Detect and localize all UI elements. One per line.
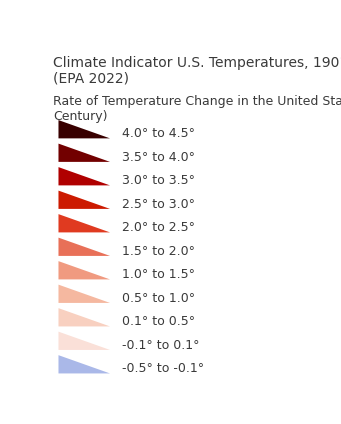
Polygon shape (59, 214, 110, 232)
Text: -0.1° to 0.1°: -0.1° to 0.1° (122, 339, 199, 352)
Polygon shape (59, 332, 110, 350)
Polygon shape (59, 144, 110, 162)
Polygon shape (59, 191, 110, 209)
Polygon shape (59, 261, 110, 279)
Text: Climate Indicator U.S. Temperatures, 1901–2021
(EPA 2022): Climate Indicator U.S. Temperatures, 190… (53, 56, 341, 86)
Text: -0.5° to -0.1°: -0.5° to -0.1° (122, 363, 204, 375)
Polygon shape (59, 120, 110, 138)
Text: Rate of Temperature Change in the United States (°F /
Century): Rate of Temperature Change in the United… (53, 95, 341, 123)
Text: 3.0° to 3.5°: 3.0° to 3.5° (122, 174, 195, 187)
Polygon shape (59, 237, 110, 256)
Text: 2.5° to 3.0°: 2.5° to 3.0° (122, 198, 195, 211)
Text: 0.1° to 0.5°: 0.1° to 0.5° (122, 315, 195, 328)
Text: 3.5° to 4.0°: 3.5° to 4.0° (122, 151, 195, 164)
Text: 2.0° to 2.5°: 2.0° to 2.5° (122, 221, 195, 234)
Text: 1.5° to 2.0°: 1.5° to 2.0° (122, 245, 195, 258)
Text: 4.0° to 4.5°: 4.0° to 4.5° (122, 127, 195, 140)
Text: 1.0° to 1.5°: 1.0° to 1.5° (122, 268, 195, 282)
Polygon shape (59, 308, 110, 326)
Polygon shape (59, 167, 110, 185)
Text: 0.5° to 1.0°: 0.5° to 1.0° (122, 292, 195, 305)
Polygon shape (59, 285, 110, 303)
Polygon shape (59, 355, 110, 374)
